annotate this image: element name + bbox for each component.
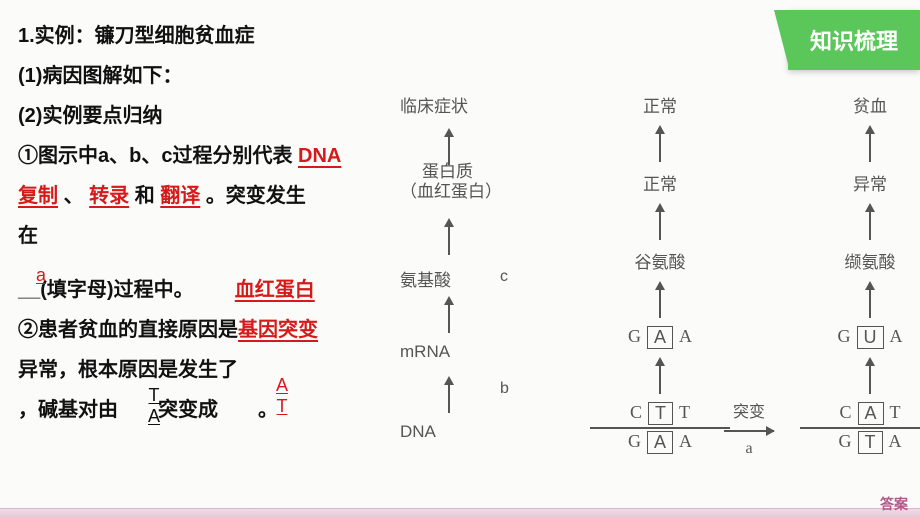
line-8: ②患者贫血的直接原因是基因突变 bbox=[18, 312, 398, 348]
answer-hb: 血红蛋白 bbox=[235, 279, 315, 301]
answer-dna: DNA bbox=[298, 145, 341, 167]
normal-column: 正常 正常 谷氨酸 G A A C T T G A A bbox=[590, 92, 730, 454]
line-5: 复制 、 转录 和 翻译 。突变发生 bbox=[18, 178, 398, 214]
answer-a: a bbox=[36, 270, 46, 281]
line-7: __(填字母)过程中。 血红蛋白 bbox=[18, 272, 398, 308]
stack-from: T A bbox=[148, 390, 160, 422]
line-10: ，碱基对由 突变成 。 bbox=[18, 392, 398, 428]
line-6: 在 bbox=[18, 218, 398, 254]
line-9: 异常，根本原因是发生了 bbox=[18, 352, 398, 388]
answer-button[interactable]: 答案 bbox=[880, 494, 908, 514]
mrna-mut: G U A bbox=[800, 326, 920, 349]
question-text: 1.实例：镰刀型细胞贫血症 (1)病因图解如下： (2)实例要点归纳 ①图示中a… bbox=[18, 18, 398, 432]
mutant-column: 贫血 异常 缬氨酸 G U A C A T G T A bbox=[800, 92, 920, 454]
proc-c: c bbox=[500, 268, 508, 286]
mrna-normal: G A A bbox=[590, 326, 730, 349]
ribbon-header: 知识梳理 bbox=[788, 10, 920, 70]
proc-b: b bbox=[500, 380, 509, 398]
answer-mutation: 基因突变 bbox=[238, 319, 318, 341]
footer-bar bbox=[0, 508, 920, 518]
title-1: 1.实例：镰刀型细胞贫血症 bbox=[18, 18, 398, 54]
dna-mut: C A T G T A bbox=[800, 402, 920, 454]
title-3: (2)实例要点归纳 bbox=[18, 98, 398, 134]
proc-a: a bbox=[718, 440, 780, 458]
line-4: ①图示中a、b、c过程分别代表 DNA bbox=[18, 138, 398, 174]
stack-to: A T bbox=[276, 380, 288, 412]
mutation-arrow: 突变 a bbox=[718, 398, 780, 458]
title-2: (1)病因图解如下： bbox=[18, 58, 398, 94]
dna-normal: C T T G A A bbox=[590, 402, 730, 454]
